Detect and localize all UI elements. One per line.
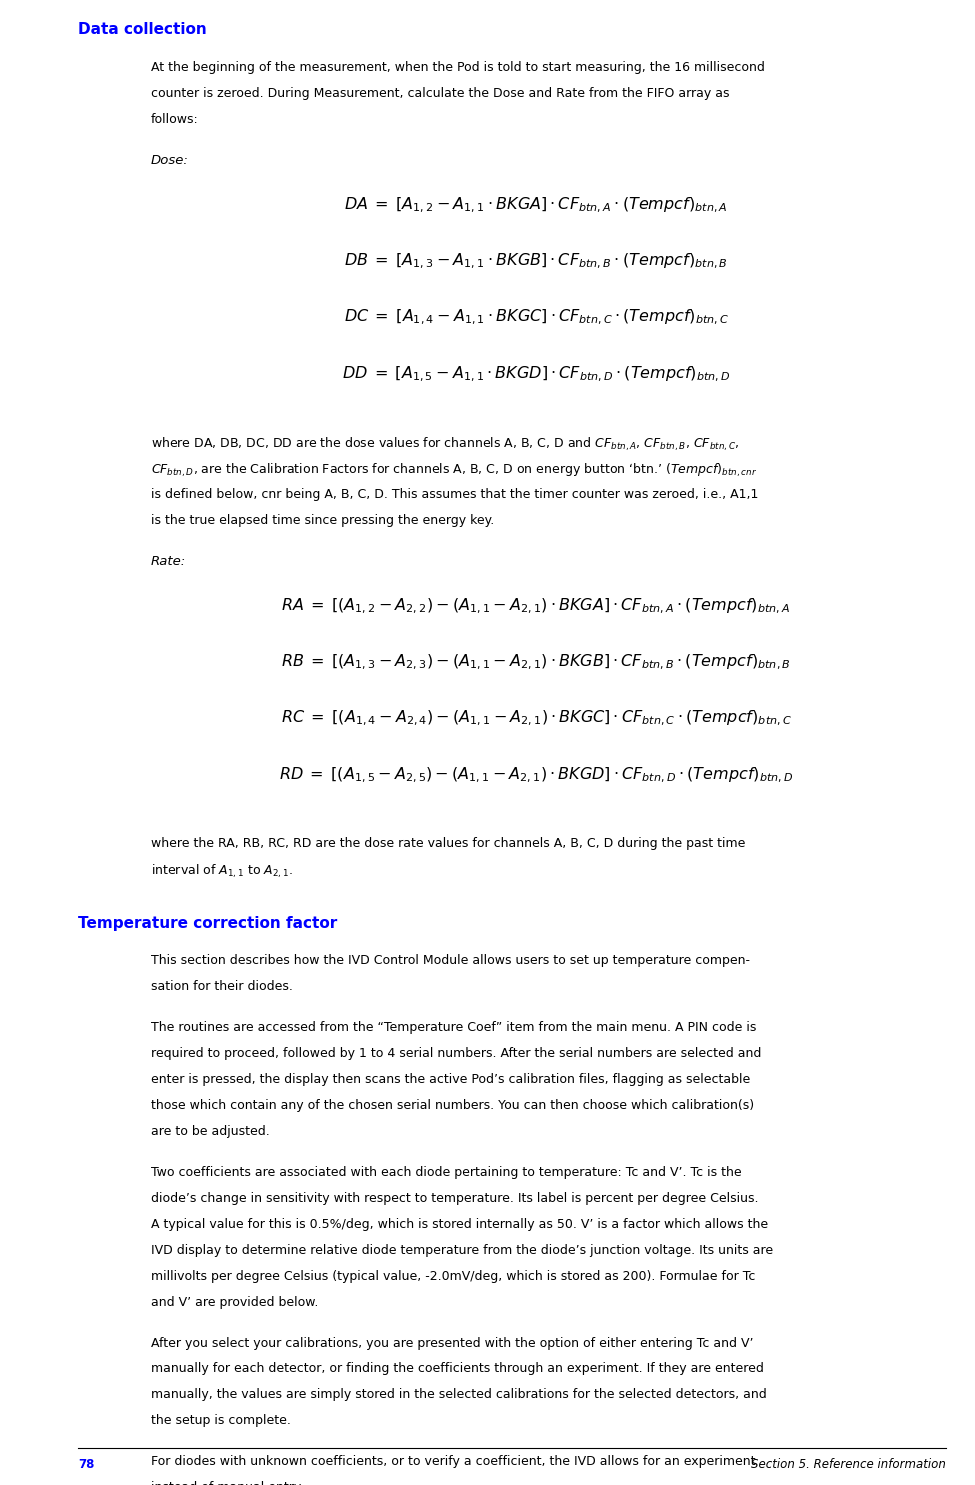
Text: $RB\;=\;[(A_{1,3}-A_{2,3})-(A_{1,1}-A_{2,1})\cdot BKGB]\cdot CF_{btn,B}\cdot(Tem: $RB\;=\;[(A_{1,3}-A_{2,3})-(A_{1,1}-A_{2… bbox=[282, 653, 791, 671]
Text: $RD\;=\;[(A_{1,5}-A_{2,5})-(A_{1,1}-A_{2,1})\cdot BKGD]\cdot CF_{btn,D}\cdot(Tem: $RD\;=\;[(A_{1,5}-A_{2,5})-(A_{1,1}-A_{2… bbox=[279, 766, 794, 784]
Text: The routines are accessed from the “Temperature Coef” item from the main menu. A: The routines are accessed from the “Temp… bbox=[151, 1022, 757, 1034]
Text: Dose:: Dose: bbox=[151, 153, 189, 166]
Text: are to be adjusted.: are to be adjusted. bbox=[151, 1126, 270, 1138]
Text: $RA\;=\;[(A_{1,2}-A_{2,2})-(A_{1,1}-A_{2,1})\cdot BKGA]\cdot CF_{btn,A}\cdot(Tem: $RA\;=\;[(A_{1,2}-A_{2,2})-(A_{1,1}-A_{2… bbox=[282, 595, 791, 615]
Text: A typical value for this is 0.5%/deg, which is stored internally as 50. V’ is a : A typical value for this is 0.5%/deg, wh… bbox=[151, 1218, 768, 1231]
Text: is the true elapsed time since pressing the energy key.: is the true elapsed time since pressing … bbox=[151, 514, 494, 527]
Text: Temperature correction factor: Temperature correction factor bbox=[78, 915, 337, 931]
Text: Data collection: Data collection bbox=[78, 22, 207, 37]
Text: At the beginning of the measurement, when the Pod is told to start measuring, th: At the beginning of the measurement, whe… bbox=[151, 61, 765, 74]
Text: sation for their diodes.: sation for their diodes. bbox=[151, 980, 293, 993]
Text: where the RA, RB, RC, RD are the dose rate values for channels A, B, C, D during: where the RA, RB, RC, RD are the dose ra… bbox=[151, 838, 746, 849]
Text: After you select your calibrations, you are presented with the option of either : After you select your calibrations, you … bbox=[151, 1336, 754, 1350]
Text: follows:: follows: bbox=[151, 113, 199, 126]
Text: manually for each detector, or finding the coefficients through an experiment. I: manually for each detector, or finding t… bbox=[151, 1363, 764, 1375]
Text: 78: 78 bbox=[78, 1458, 95, 1472]
Text: is defined below, cnr being A, B, C, D. This assumes that the timer counter was : is defined below, cnr being A, B, C, D. … bbox=[151, 487, 759, 500]
Text: $DB\;=\;[A_{1,3}-A_{1,1}\cdot BKGB]\cdot CF_{btn,B}\cdot(Tempcf)_{btn,B}$: $DB\;=\;[A_{1,3}-A_{1,1}\cdot BKGB]\cdot… bbox=[344, 251, 728, 270]
Text: Section 5. Reference information: Section 5. Reference information bbox=[751, 1458, 946, 1472]
Text: Two coefficients are associated with each diode pertaining to temperature: Tc an: Two coefficients are associated with eac… bbox=[151, 1166, 742, 1179]
Text: counter is zeroed. During Measurement, calculate the Dose and Rate from the FIFO: counter is zeroed. During Measurement, c… bbox=[151, 86, 729, 99]
Text: interval of $A_{1,1}$ to $A_{2,1}$.: interval of $A_{1,1}$ to $A_{2,1}$. bbox=[151, 863, 292, 881]
Text: and V’ are provided below.: and V’ are provided below. bbox=[151, 1296, 319, 1308]
Text: enter is pressed, the display then scans the active Pod’s calibration files, fla: enter is pressed, the display then scans… bbox=[151, 1074, 751, 1086]
Text: Rate:: Rate: bbox=[151, 554, 186, 567]
Text: $CF_{btn,D}$, are the Calibration Factors for channels A, B, C, D on energy butt: $CF_{btn,D}$, are the Calibration Factor… bbox=[151, 462, 758, 480]
Text: For diodes with unknown coefficients, or to verify a coefficient, the IVD allows: For diodes with unknown coefficients, or… bbox=[151, 1455, 756, 1469]
Text: $DA\;=\;[A_{1,2}-A_{1,1}\cdot BKGA]\cdot CF_{btn,A}\cdot(Tempcf)_{btn,A}$: $DA\;=\;[A_{1,2}-A_{1,1}\cdot BKGA]\cdot… bbox=[344, 195, 728, 214]
Text: IVD display to determine relative diode temperature from the diode’s junction vo: IVD display to determine relative diode … bbox=[151, 1244, 773, 1256]
Text: $DC\;=\;[A_{1,4}-A_{1,1}\cdot BKGC]\cdot CF_{btn,C}\cdot(Tempcf)_{btn,C}$: $DC\;=\;[A_{1,4}-A_{1,1}\cdot BKGC]\cdot… bbox=[343, 309, 729, 327]
Text: This section describes how the IVD Control Module allows users to set up tempera: This section describes how the IVD Contr… bbox=[151, 955, 750, 967]
Text: where DA, DB, DC, DD are the dose values for channels A, B, C, D and $CF_{btn,A}: where DA, DB, DC, DD are the dose values… bbox=[151, 437, 739, 453]
Text: millivolts per degree Celsius (typical value, -2.0mV/deg, which is stored as 200: millivolts per degree Celsius (typical v… bbox=[151, 1270, 756, 1283]
Text: manually, the values are simply stored in the selected calibrations for the sele: manually, the values are simply stored i… bbox=[151, 1388, 767, 1402]
Text: those which contain any of the chosen serial numbers. You can then choose which : those which contain any of the chosen se… bbox=[151, 1099, 755, 1112]
Text: instead of manual entry.: instead of manual entry. bbox=[151, 1482, 303, 1485]
Text: $RC\;=\;[(A_{1,4}-A_{2,4})-(A_{1,1}-A_{2,1})\cdot BKGC]\cdot CF_{btn,C}\cdot(Tem: $RC\;=\;[(A_{1,4}-A_{2,4})-(A_{1,1}-A_{2… bbox=[281, 710, 792, 728]
Text: $DD\;=\;[A_{1,5}-A_{1,1}\cdot BKGD]\cdot CF_{btn,D}\cdot(Tempcf)_{btn,D}$: $DD\;=\;[A_{1,5}-A_{1,1}\cdot BKGD]\cdot… bbox=[342, 365, 730, 383]
Text: diode’s change in sensitivity with respect to temperature. Its label is percent : diode’s change in sensitivity with respe… bbox=[151, 1192, 759, 1204]
Text: the setup is complete.: the setup is complete. bbox=[151, 1415, 291, 1427]
Text: required to proceed, followed by 1 to 4 serial numbers. After the serial numbers: required to proceed, followed by 1 to 4 … bbox=[151, 1047, 761, 1060]
